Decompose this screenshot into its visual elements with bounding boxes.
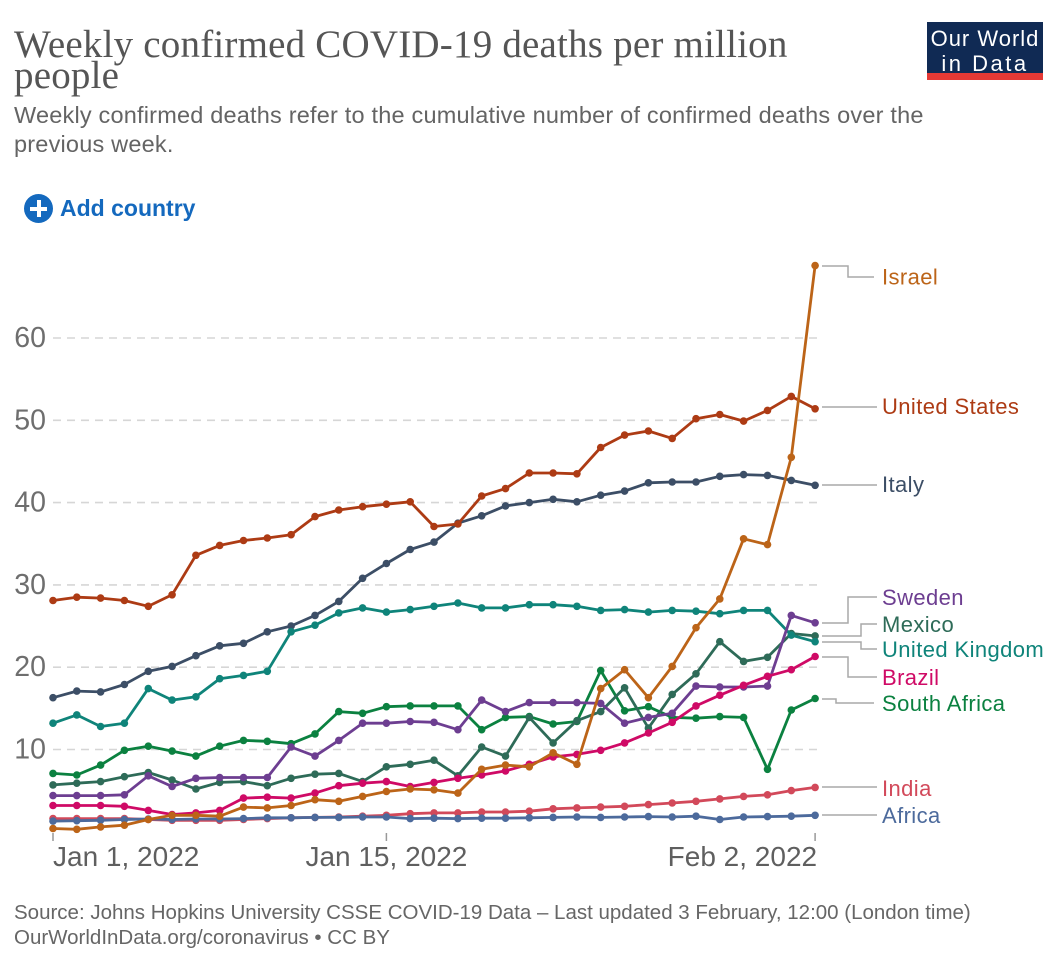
svg-text:Jan 1, 2022: Jan 1, 2022 [53, 841, 199, 872]
svg-text:Africa: Africa [882, 803, 941, 828]
svg-text:10: 10 [14, 734, 46, 766]
svg-text:Feb 2, 2022: Feb 2, 2022 [668, 841, 817, 872]
svg-text:United States: United States [882, 394, 1019, 419]
svg-text:Italy: Italy [882, 472, 924, 497]
svg-text:India: India [882, 776, 932, 801]
svg-text:20: 20 [14, 651, 46, 683]
svg-text:40: 40 [14, 487, 46, 519]
svg-text:Mexico: Mexico [882, 612, 954, 637]
svg-text:South Africa: South Africa [882, 691, 1006, 716]
svg-text:50: 50 [14, 404, 46, 436]
svg-text:60: 60 [14, 322, 46, 354]
svg-text:Jan 15, 2022: Jan 15, 2022 [305, 841, 467, 872]
svg-text:30: 30 [14, 569, 46, 601]
svg-text:Brazil: Brazil [882, 665, 939, 690]
svg-text:United Kingdom: United Kingdom [882, 637, 1044, 662]
svg-text:Sweden: Sweden [882, 585, 964, 610]
svg-text:Israel: Israel [882, 265, 938, 290]
